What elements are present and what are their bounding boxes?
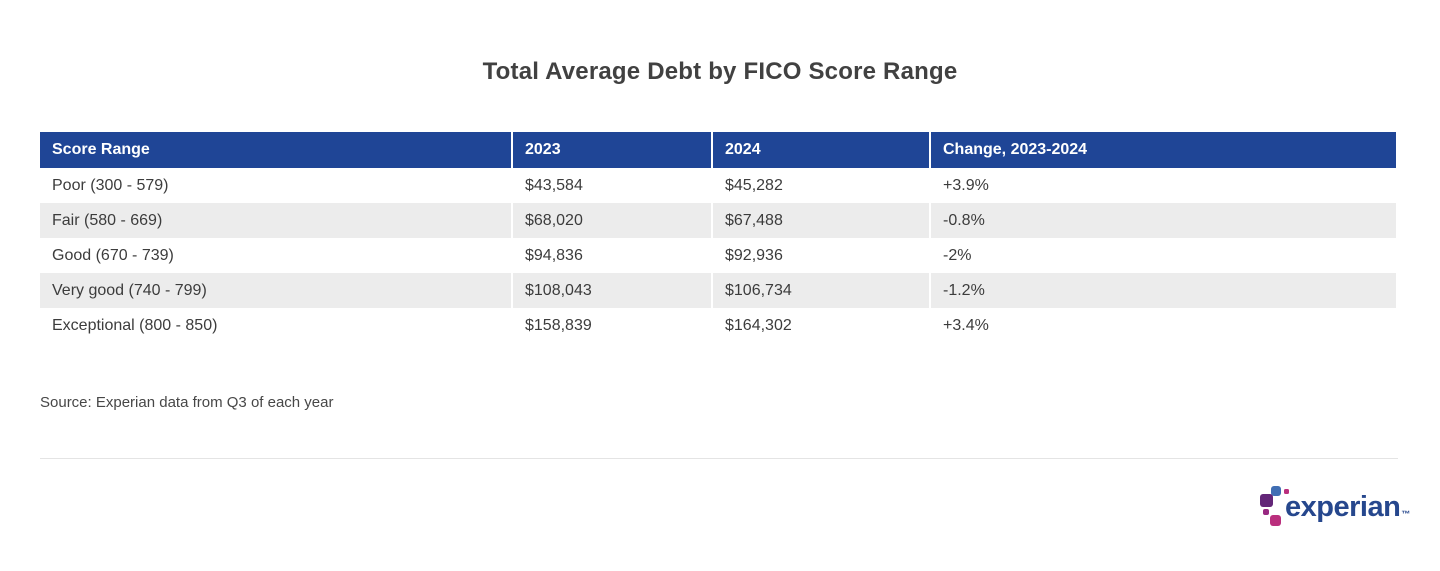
cell-2024: $67,488: [711, 203, 930, 238]
cell-score-range: Very good (740 - 799): [40, 273, 512, 308]
cell-score-range: Exceptional (800 - 850): [40, 308, 512, 343]
logo-magenta-square: [1270, 515, 1281, 526]
cell-score-range: Poor (300 - 579): [40, 168, 512, 203]
cell-2023: $108,043: [511, 273, 712, 308]
cell-2024: $106,734: [711, 273, 930, 308]
column-header-2024: 2024: [711, 132, 930, 168]
trademark-symbol: ™: [1401, 509, 1411, 519]
logo-blue-square: [1271, 486, 1281, 496]
column-header-2023: 2023: [511, 132, 712, 168]
cell-2023: $94,836: [511, 238, 712, 273]
cell-change: -0.8%: [929, 203, 1396, 238]
table-header-row: Score Range 2023 2024 Change, 2023-2024: [40, 132, 1396, 168]
table-row: Poor (300 - 579) $43,584 $45,282 +3.9%: [40, 168, 1396, 203]
experian-logo-icon: [1258, 483, 1289, 529]
cell-change: -2%: [929, 238, 1396, 273]
source-note: Source: Experian data from Q3 of each ye…: [40, 394, 334, 411]
logo-plum-dot: [1263, 509, 1269, 515]
cell-change: -1.2%: [929, 273, 1396, 308]
divider: [40, 458, 1398, 459]
cell-2023: $158,839: [511, 308, 712, 343]
cell-2024: $92,936: [711, 238, 930, 273]
cell-change: +3.4%: [929, 308, 1396, 343]
cell-2023: $68,020: [511, 203, 712, 238]
cell-2024: $45,282: [711, 168, 930, 203]
experian-logo: experian ™: [1258, 483, 1410, 529]
column-header-score-range: Score Range: [40, 132, 512, 168]
cell-change: +3.9%: [929, 168, 1396, 203]
table-header: Score Range 2023 2024 Change, 2023-2024: [40, 132, 1396, 168]
logo-pink-dot: [1284, 489, 1289, 494]
cell-score-range: Fair (580 - 669): [40, 203, 512, 238]
page-title: Total Average Debt by FICO Score Range: [482, 58, 958, 85]
table-body: Poor (300 - 579) $43,584 $45,282 +3.9% Fair …: [40, 168, 1396, 343]
column-header-change: Change, 2023-2024: [929, 132, 1396, 168]
experian-wordmark: experian: [1285, 491, 1401, 523]
logo-purple-square: [1260, 494, 1273, 507]
table-row: Very good (740 - 799) $108,043 $106,734 -1.…: [40, 273, 1396, 308]
cell-2024: $164,302: [711, 308, 930, 343]
cell-score-range: Good (670 - 739): [40, 238, 512, 273]
debt-by-fico-table: Score Range 2023 2024 Change, 2023-2024 …: [40, 132, 1396, 343]
table-row: Fair (580 - 669) $68,020 $67,488 -0.8%: [40, 203, 1396, 238]
table-row: Exceptional (800 - 850) $158,839 $164,302 +…: [40, 308, 1396, 343]
cell-2023: $43,584: [511, 168, 712, 203]
table-row: Good (670 - 739) $94,836 $92,936 -2%: [40, 238, 1396, 273]
